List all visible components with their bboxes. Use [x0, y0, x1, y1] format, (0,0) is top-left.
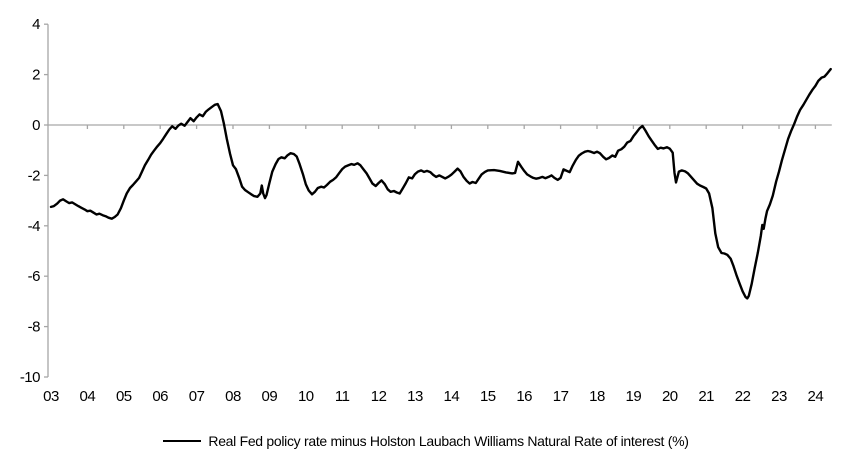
x-tick-label: 23 [771, 388, 787, 405]
x-tick-label: 10 [298, 388, 314, 405]
x-tick-label: 03 [43, 388, 59, 405]
y-tick-label: -10 [20, 369, 40, 386]
x-tick-label: 11 [335, 388, 350, 405]
legend-label: Real Fed policy rate minus Holston Lauba… [208, 433, 689, 449]
x-tick-label: 15 [480, 388, 496, 405]
x-tick-label: 17 [553, 388, 569, 405]
x-tick-label: 19 [626, 388, 642, 405]
x-tick-label: 21 [698, 388, 714, 405]
legend: Real Fed policy rate minus Holston Lauba… [0, 430, 852, 452]
x-tick-label: 14 [444, 388, 460, 405]
x-tick-label: 09 [262, 388, 278, 405]
y-tick-label: -4 [28, 218, 40, 235]
x-tick-label: 08 [225, 388, 241, 405]
legend-line-swatch [163, 440, 202, 442]
y-tick-label: -2 [28, 167, 40, 184]
x-tick-label: 16 [516, 388, 532, 405]
x-tick-label: 12 [371, 388, 387, 405]
x-tick-label: 05 [116, 388, 132, 405]
y-tick-label: 0 [32, 117, 40, 134]
y-tick-label: 4 [32, 16, 40, 33]
x-tick-label: 04 [80, 388, 96, 405]
y-tick-label: -6 [28, 268, 40, 285]
x-tick-label: 07 [189, 388, 205, 405]
y-tick-label: -8 [28, 319, 40, 336]
series-line [49, 67, 832, 300]
x-tick-label: 20 [662, 388, 678, 405]
x-tick-label: 18 [589, 388, 605, 405]
x-tick-label: 22 [735, 388, 751, 405]
x-tick-label: 06 [152, 388, 168, 405]
y-tick-label: 2 [32, 67, 40, 84]
x-tick-label: 24 [808, 388, 824, 405]
x-tick-label: 13 [407, 388, 423, 405]
